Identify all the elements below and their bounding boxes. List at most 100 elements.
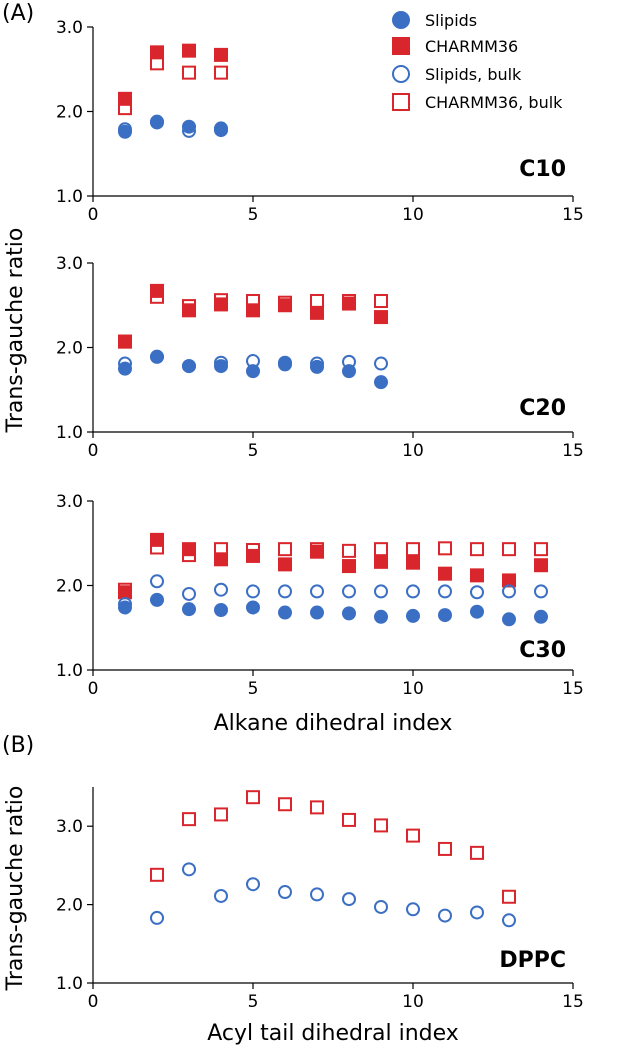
point-slipids-bulk	[502, 913, 516, 928]
panel-label-a: (A)	[2, 1, 34, 26]
point-charmm36	[182, 43, 196, 58]
point-charmm36-bulk	[310, 800, 324, 815]
point-slipids-bulk	[278, 885, 292, 900]
point-slipids-bulk	[310, 584, 324, 599]
point-charmm36	[118, 334, 132, 349]
point-charmm36	[278, 298, 292, 313]
point-charmm36	[214, 297, 228, 312]
point-slipids	[150, 349, 164, 364]
point-slipids	[214, 603, 228, 618]
point-charmm36-bulk	[278, 295, 292, 310]
point-charmm36-bulk	[182, 65, 196, 80]
point-slipids-bulk	[118, 597, 132, 612]
point-charmm36	[182, 303, 196, 318]
x-tick-label: 15	[562, 992, 584, 1012]
point-slipids-bulk	[118, 122, 132, 137]
point-charmm36-bulk	[246, 294, 260, 309]
point-charmm36-bulk	[214, 65, 228, 80]
point-slipids-bulk	[406, 902, 420, 917]
point-slipids-bulk	[310, 887, 324, 902]
point-slipids-bulk	[118, 356, 132, 371]
y-tick-label: 2.0	[56, 103, 83, 123]
point-slipids	[182, 359, 196, 374]
y-tick-label: 1.0	[56, 187, 83, 207]
point-slipids	[310, 605, 324, 620]
point-charmm36	[214, 47, 228, 62]
point-charmm36-bulk	[342, 543, 356, 558]
legend-marker-charmm36	[392, 37, 410, 55]
point-slipids-bulk	[310, 356, 324, 371]
x-axis-label-b: Acyl tail dihedral index	[207, 1021, 459, 1046]
panel-label-b: (B)	[2, 733, 34, 758]
x-tick-label: 5	[248, 441, 259, 461]
point-slipids	[182, 602, 196, 617]
point-charmm36	[406, 555, 420, 570]
point-slipids-bulk	[374, 899, 388, 914]
point-charmm36-bulk	[374, 294, 388, 309]
point-charmm36-bulk	[502, 542, 516, 557]
x-tick-label: 5	[248, 205, 259, 225]
point-charmm36-bulk	[310, 542, 324, 557]
point-slipids-bulk	[374, 356, 388, 371]
point-slipids-bulk	[438, 908, 452, 923]
point-charmm36-bulk	[182, 299, 196, 314]
point-charmm36-bulk	[470, 845, 484, 860]
point-slipids	[246, 600, 260, 615]
point-slipids	[278, 605, 292, 620]
legend-marker-slipids	[392, 11, 410, 29]
plot-c30: 0 5 10 15 1.0 2.0 3.0 C30	[56, 492, 584, 699]
x-tick-label: 10	[402, 992, 424, 1012]
point-slipids	[470, 604, 484, 619]
point-charmm36-bulk	[502, 889, 516, 904]
point-charmm36-bulk	[182, 812, 196, 827]
point-slipids-bulk	[150, 349, 164, 364]
point-slipids-bulk	[182, 123, 196, 138]
point-slipids	[374, 609, 388, 624]
panel-tag: DPPC	[499, 948, 566, 973]
point-slipids	[438, 608, 452, 623]
y-axis-label-a: Trans-gauche ratio	[3, 228, 28, 434]
point-charmm36-bulk	[246, 790, 260, 805]
point-charmm36-bulk	[214, 293, 228, 308]
point-slipids-bulk	[214, 582, 228, 597]
point-charmm36	[278, 557, 292, 572]
plot-c10: 0 5 10 15 1.0 2.0 3.0 C10	[56, 18, 584, 225]
legend-label-charmm36: CHARMM36	[425, 37, 518, 56]
y-tick-label: 1.0	[56, 423, 83, 443]
x-tick-label: 5	[248, 679, 259, 699]
legend-marker-slipids-bulk	[392, 65, 410, 83]
x-tick-label: 10	[402, 441, 424, 461]
legend-label-slipids-bulk: Slipids, bulk	[425, 65, 522, 84]
point-slipids-bulk	[182, 862, 196, 877]
point-charmm36-bulk	[118, 101, 132, 116]
point-slipids-bulk	[150, 574, 164, 589]
point-slipids-bulk	[246, 584, 260, 599]
point-slipids-bulk	[342, 354, 356, 369]
point-slipids	[150, 592, 164, 607]
x-tick-label: 0	[88, 441, 99, 461]
point-slipids	[406, 608, 420, 623]
x-axis-label-a: Alkane dihedral index	[214, 711, 453, 736]
point-charmm36-bulk	[278, 542, 292, 557]
legend-label-charmm36-bulk: CHARMM36, bulk	[425, 93, 563, 112]
point-charmm36-bulk	[470, 542, 484, 557]
legend-label-slipids: Slipids	[425, 11, 477, 30]
point-charmm36-bulk	[214, 807, 228, 822]
point-charmm36-bulk	[214, 542, 228, 557]
point-charmm36	[118, 91, 132, 106]
point-slipids-bulk	[374, 584, 388, 599]
point-slipids-bulk	[342, 584, 356, 599]
y-tick-label: 3.0	[56, 254, 83, 274]
point-slipids-bulk	[150, 114, 164, 129]
point-charmm36-bulk	[406, 542, 420, 557]
point-charmm36-bulk	[150, 540, 164, 555]
point-slipids	[502, 612, 516, 627]
point-charmm36-bulk	[534, 542, 548, 557]
point-charmm36-bulk	[310, 294, 324, 309]
point-charmm36-bulk	[438, 841, 452, 856]
y-tick-label: 2.0	[56, 577, 83, 597]
panel-tag: C10	[519, 157, 566, 182]
x-tick-label: 15	[562, 205, 584, 225]
point-charmm36	[150, 532, 164, 547]
